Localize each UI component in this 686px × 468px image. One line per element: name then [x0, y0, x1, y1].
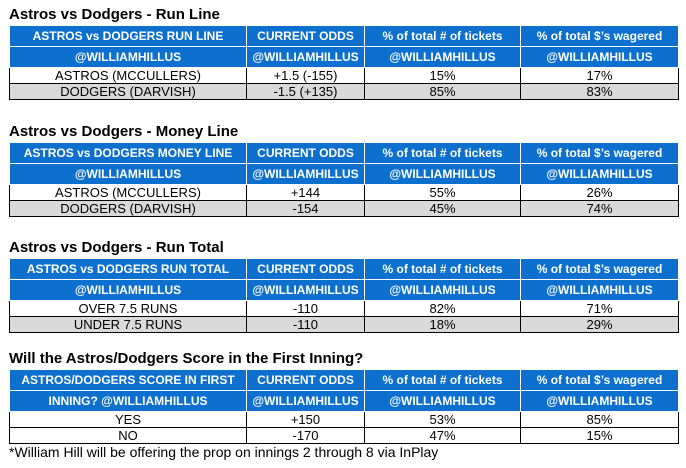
- table-row: NO -170 47% 15%: [9, 427, 679, 444]
- header-cell: INNING? @WILLIAMHILLUS: [9, 390, 247, 412]
- run-total-table: ASTROS vs DODGERS RUN TOTAL CURRENT ODDS…: [9, 258, 679, 333]
- table-cell: UNDER 7.5 RUNS: [9, 316, 247, 333]
- table-cell: DODGERS (DARVISH): [9, 200, 247, 217]
- table-header-row: ASTROS vs DODGERS RUN TOTAL CURRENT ODDS…: [9, 258, 679, 280]
- table-cell: -170: [246, 427, 365, 444]
- table-header-row: ASTROS/DODGERS SCORE IN FIRST CURRENT OD…: [9, 369, 679, 391]
- table-row: ASTROS (MCCULLERS) +1.5 (-155) 15% 17%: [9, 67, 679, 84]
- table-cell: YES: [9, 411, 247, 428]
- table-cell: 26%: [520, 184, 679, 201]
- table-row: UNDER 7.5 RUNS -110 18% 29%: [9, 316, 679, 333]
- header-cell: ASTROS vs DODGERS RUN TOTAL: [9, 258, 247, 280]
- table-cell: +150: [246, 411, 365, 428]
- table-row: OVER 7.5 RUNS -110 82% 71%: [9, 300, 679, 317]
- header-cell: % of total $’s wagered: [520, 25, 679, 47]
- table-header-row: ASTROS vs DODGERS RUN LINE CURRENT ODDS …: [9, 25, 679, 47]
- header-cell: @WILLIAMHILLUS: [246, 163, 365, 185]
- table-row: DODGERS (DARVISH) -1.5 (+135) 85% 83%: [9, 83, 679, 100]
- table-cell: NO: [9, 427, 247, 444]
- table-cell: -110: [246, 300, 365, 317]
- header-cell: ASTROS vs DODGERS MONEY LINE: [9, 142, 247, 164]
- table-cell: +144: [246, 184, 365, 201]
- header-cell: @WILLIAMHILLUS: [246, 279, 365, 301]
- table-cell: 18%: [364, 316, 521, 333]
- header-cell: % of total # of tickets: [364, 369, 521, 391]
- table-header-row: @WILLIAMHILLUS @WILLIAMHILLUS @WILLIAMHI…: [9, 46, 679, 68]
- header-cell: % of total # of tickets: [364, 142, 521, 164]
- section-title-run-total: Astros vs Dodgers - Run Total: [9, 239, 224, 256]
- header-cell: @WILLIAMHILLUS: [520, 163, 679, 185]
- table-cell: 71%: [520, 300, 679, 317]
- header-cell: @WILLIAMHILLUS: [9, 279, 247, 301]
- table-cell: ASTROS (MCCULLERS): [9, 184, 247, 201]
- table-header-row: INNING? @WILLIAMHILLUS @WILLIAMHILLUS @W…: [9, 390, 679, 412]
- header-cell: @WILLIAMHILLUS: [246, 390, 365, 412]
- header-cell: @WILLIAMHILLUS: [9, 46, 247, 68]
- table-cell: DODGERS (DARVISH): [9, 83, 247, 100]
- header-cell: @WILLIAMHILLUS: [364, 163, 521, 185]
- table-header-row: ASTROS vs DODGERS MONEY LINE CURRENT ODD…: [9, 142, 679, 164]
- table-row: YES +150 53% 85%: [9, 411, 679, 428]
- section-title-run-line: Astros vs Dodgers - Run Line: [9, 6, 220, 23]
- header-cell: CURRENT ODDS: [246, 142, 365, 164]
- header-cell: @WILLIAMHILLUS: [520, 46, 679, 68]
- table-cell: 17%: [520, 67, 679, 84]
- table-cell: 83%: [520, 83, 679, 100]
- table-cell: 47%: [364, 427, 521, 444]
- header-cell: @WILLIAMHILLUS: [9, 163, 247, 185]
- header-cell: % of total $’s wagered: [520, 142, 679, 164]
- table-cell: OVER 7.5 RUNS: [9, 300, 247, 317]
- table-cell: -154: [246, 200, 365, 217]
- table-cell: 45%: [364, 200, 521, 217]
- table-header-row: @WILLIAMHILLUS @WILLIAMHILLUS @WILLIAMHI…: [9, 279, 679, 301]
- section-title-money-line: Astros vs Dodgers - Money Line: [9, 123, 239, 140]
- table-cell: 15%: [520, 427, 679, 444]
- table-cell: -1.5 (+135): [246, 83, 365, 100]
- header-cell: % of total # of tickets: [364, 258, 521, 280]
- header-cell: @WILLIAMHILLUS: [520, 279, 679, 301]
- header-cell: @WILLIAMHILLUS: [364, 279, 521, 301]
- header-cell: CURRENT ODDS: [246, 25, 365, 47]
- header-cell: % of total $’s wagered: [520, 258, 679, 280]
- table-cell: 29%: [520, 316, 679, 333]
- header-cell: % of total $’s wagered: [520, 369, 679, 391]
- section-title-first-inning: Will the Astros/Dodgers Score in the Fir…: [9, 350, 364, 367]
- table-cell: 85%: [520, 411, 679, 428]
- table-cell: 82%: [364, 300, 521, 317]
- header-cell: CURRENT ODDS: [246, 369, 365, 391]
- table-cell: ASTROS (MCCULLERS): [9, 67, 247, 84]
- table-row: ASTROS (MCCULLERS) +144 55% 26%: [9, 184, 679, 201]
- header-cell: @WILLIAMHILLUS: [520, 390, 679, 412]
- first-inning-table: ASTROS/DODGERS SCORE IN FIRST CURRENT OD…: [9, 369, 679, 444]
- run-line-table: ASTROS vs DODGERS RUN LINE CURRENT ODDS …: [9, 25, 679, 100]
- table-cell: 53%: [364, 411, 521, 428]
- header-cell: @WILLIAMHILLUS: [364, 390, 521, 412]
- header-cell: @WILLIAMHILLUS: [364, 46, 521, 68]
- table-cell: 15%: [364, 67, 521, 84]
- table-header-row: @WILLIAMHILLUS @WILLIAMHILLUS @WILLIAMHI…: [9, 163, 679, 185]
- footnote: *William Hill will be offering the prop …: [9, 444, 439, 460]
- header-cell: % of total # of tickets: [364, 25, 521, 47]
- header-cell: @WILLIAMHILLUS: [246, 46, 365, 68]
- table-cell: 85%: [364, 83, 521, 100]
- header-cell: ASTROS/DODGERS SCORE IN FIRST: [9, 369, 247, 391]
- money-line-table: ASTROS vs DODGERS MONEY LINE CURRENT ODD…: [9, 142, 679, 217]
- header-cell: ASTROS vs DODGERS RUN LINE: [9, 25, 247, 47]
- table-row: DODGERS (DARVISH) -154 45% 74%: [9, 200, 679, 217]
- table-cell: 55%: [364, 184, 521, 201]
- header-cell: CURRENT ODDS: [246, 258, 365, 280]
- table-cell: +1.5 (-155): [246, 67, 365, 84]
- table-cell: 74%: [520, 200, 679, 217]
- table-cell: -110: [246, 316, 365, 333]
